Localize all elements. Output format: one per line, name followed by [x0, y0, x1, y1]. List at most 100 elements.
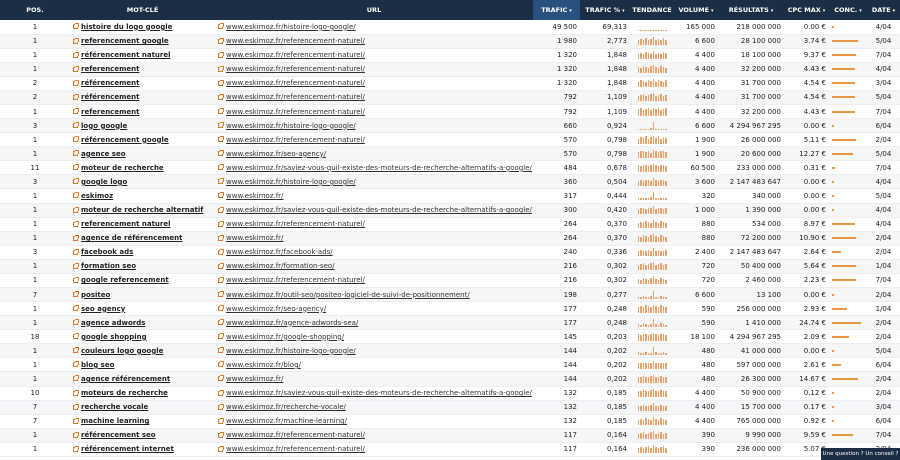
- external-link-icon[interactable]: [218, 136, 224, 143]
- cell-url[interactable]: www.eskimoz.fr/google-shopping/: [215, 329, 533, 345]
- external-link-icon[interactable]: [73, 150, 79, 157]
- cell-url[interactable]: www.eskimoz.fr/seo-agency/: [215, 301, 533, 317]
- cell-keyword[interactable]: google shopping: [70, 329, 215, 345]
- cell-keyword[interactable]: referencement: [70, 62, 215, 77]
- external-link-icon[interactable]: [73, 291, 79, 298]
- url-link[interactable]: www.eskimoz.fr/referencement-naturel/: [226, 135, 365, 144]
- external-link-icon[interactable]: [73, 122, 79, 129]
- cell-url[interactable]: www.eskimoz.fr/saviez-vous-quil-existe-d…: [215, 386, 533, 401]
- external-link-icon[interactable]: [218, 445, 224, 452]
- external-link-icon[interactable]: [218, 319, 224, 326]
- cell-url[interactable]: www.eskimoz.fr/recherche-vocale/: [215, 400, 533, 415]
- header-trend[interactable]: TENDANCE: [630, 0, 674, 20]
- external-link-icon[interactable]: [73, 305, 79, 312]
- external-link-icon[interactable]: [73, 319, 79, 326]
- cell-keyword[interactable]: référencement internet: [70, 442, 215, 457]
- cell-url[interactable]: www.eskimoz.fr/formation-seo/: [215, 259, 533, 274]
- cell-url[interactable]: www.eskimoz.fr/referencement-naturel/: [215, 34, 533, 49]
- url-link[interactable]: www.eskimoz.fr/: [226, 191, 284, 200]
- cell-keyword[interactable]: facebook ads: [70, 245, 215, 260]
- keyword-link[interactable]: référencement: [81, 93, 140, 102]
- cell-url[interactable]: www.eskimoz.fr/agence-adwords-sea/: [215, 315, 533, 331]
- external-link-icon[interactable]: [73, 431, 79, 438]
- cell-keyword[interactable]: agence seo: [70, 146, 215, 162]
- external-link-icon[interactable]: [73, 164, 79, 171]
- external-link-icon[interactable]: [218, 234, 224, 241]
- external-link-icon[interactable]: [218, 333, 224, 340]
- cell-url[interactable]: www.eskimoz.fr/histoire-logo-google/: [215, 20, 533, 35]
- keyword-link[interactable]: moteur de recherche: [81, 163, 164, 172]
- keyword-link[interactable]: agence seo: [81, 149, 126, 158]
- cell-url[interactable]: www.eskimoz.fr/referencement-naturel/: [215, 90, 533, 105]
- cell-keyword[interactable]: couleurs logo google: [70, 343, 215, 359]
- keyword-link[interactable]: moteurs de recherche: [81, 389, 168, 398]
- cell-url[interactable]: www.eskimoz.fr/facebook-ads/: [215, 245, 533, 260]
- external-link-icon[interactable]: [218, 262, 224, 269]
- external-link-icon[interactable]: [218, 389, 224, 396]
- cell-keyword[interactable]: seo agency: [70, 301, 215, 317]
- header-date[interactable]: DATE ▾: [867, 0, 900, 20]
- external-link-icon[interactable]: [73, 347, 79, 354]
- cell-url[interactable]: www.eskimoz.fr/: [215, 188, 533, 204]
- keyword-link[interactable]: formation seo: [81, 262, 137, 271]
- cell-url[interactable]: www.eskimoz.fr/referencement-naturel/: [215, 442, 533, 457]
- cell-url[interactable]: www.eskimoz.fr/saviez-vous-quil-existe-d…: [215, 203, 533, 218]
- header-url[interactable]: URL: [215, 0, 533, 20]
- keyword-link[interactable]: referencement naturel: [81, 220, 171, 229]
- cell-keyword[interactable]: référencement google: [70, 132, 215, 148]
- url-link[interactable]: www.eskimoz.fr/referencement-naturel/: [226, 276, 365, 285]
- cell-url[interactable]: www.eskimoz.fr/referencement-naturel/: [215, 217, 533, 232]
- cell-keyword[interactable]: referencement: [70, 104, 215, 120]
- url-link[interactable]: www.eskimoz.fr/facebook-ads/: [226, 248, 333, 257]
- external-link-icon[interactable]: [218, 305, 224, 312]
- external-link-icon[interactable]: [73, 136, 79, 143]
- external-link-icon[interactable]: [73, 389, 79, 396]
- help-chat-button[interactable]: Une question ? Un conseil ?: [821, 448, 900, 460]
- header-traffic[interactable]: TRAFIC ▾: [533, 0, 580, 20]
- url-link[interactable]: www.eskimoz.fr/blog/: [226, 360, 301, 369]
- cell-keyword[interactable]: moteur de recherche alternatif: [70, 203, 215, 218]
- url-link[interactable]: www.eskimoz.fr/referencement-naturel/: [226, 93, 365, 102]
- url-link[interactable]: www.eskimoz.fr/histoire-logo-google/: [226, 22, 356, 31]
- external-link-icon[interactable]: [73, 206, 79, 213]
- external-link-icon[interactable]: [73, 361, 79, 368]
- cell-url[interactable]: www.eskimoz.fr/seo-agency/: [215, 146, 533, 162]
- cell-url[interactable]: www.eskimoz.fr/referencement-naturel/: [215, 62, 533, 77]
- external-link-icon[interactable]: [218, 178, 224, 185]
- url-link[interactable]: www.eskimoz.fr/referencement-naturel/: [226, 79, 365, 88]
- header-traffic-pct[interactable]: TRAFIC % ▾: [580, 0, 630, 20]
- url-link[interactable]: www.eskimoz.fr/recherche-vocale/: [226, 403, 346, 412]
- cell-keyword[interactable]: agence adwords: [70, 315, 215, 331]
- external-link-icon[interactable]: [73, 220, 79, 227]
- cell-url[interactable]: www.eskimoz.fr/saviez-vous-quil-existe-d…: [215, 160, 533, 176]
- cell-keyword[interactable]: eskimoz: [70, 188, 215, 204]
- header-volume[interactable]: VOLUME ▾: [674, 0, 718, 20]
- keyword-link[interactable]: histoire du logo google: [81, 22, 173, 31]
- cell-keyword[interactable]: google logo: [70, 174, 215, 190]
- cell-keyword[interactable]: agence de référencement: [70, 231, 215, 246]
- url-link[interactable]: www.eskimoz.fr/machine-learning/: [226, 417, 347, 426]
- url-link[interactable]: www.eskimoz.fr/outil-seo/positeo-logicie…: [226, 290, 470, 299]
- keyword-link[interactable]: google referencement: [81, 276, 169, 285]
- url-link[interactable]: www.eskimoz.fr/referencement-naturel/: [226, 431, 365, 440]
- keyword-link[interactable]: couleurs logo google: [81, 346, 164, 355]
- external-link-icon[interactable]: [218, 347, 224, 354]
- cell-url[interactable]: www.eskimoz.fr/referencement-naturel/: [215, 104, 533, 120]
- external-link-icon[interactable]: [73, 417, 79, 424]
- keyword-link[interactable]: referencement: [81, 65, 140, 74]
- keyword-link[interactable]: référencement naturel: [81, 51, 171, 60]
- cell-keyword[interactable]: formation seo: [70, 259, 215, 274]
- cell-keyword[interactable]: machine learning: [70, 414, 215, 429]
- cell-url[interactable]: www.eskimoz.fr/: [215, 231, 533, 246]
- keyword-link[interactable]: eskimoz: [81, 191, 114, 200]
- keyword-link[interactable]: blog seo: [81, 360, 115, 369]
- cell-url[interactable]: www.eskimoz.fr/referencement-naturel/: [215, 48, 533, 63]
- external-link-icon[interactable]: [218, 375, 224, 382]
- keyword-link[interactable]: référencement google: [81, 135, 169, 144]
- header-results[interactable]: RÉSULTATS ▾: [718, 0, 784, 20]
- external-link-icon[interactable]: [218, 108, 224, 114]
- cell-url[interactable]: www.eskimoz.fr/machine-learning/: [215, 414, 533, 429]
- url-link[interactable]: www.eskimoz.fr/agence-adwords-sea/: [226, 318, 359, 327]
- keyword-link[interactable]: referencement google: [81, 37, 169, 46]
- keyword-link[interactable]: referencement: [81, 107, 140, 116]
